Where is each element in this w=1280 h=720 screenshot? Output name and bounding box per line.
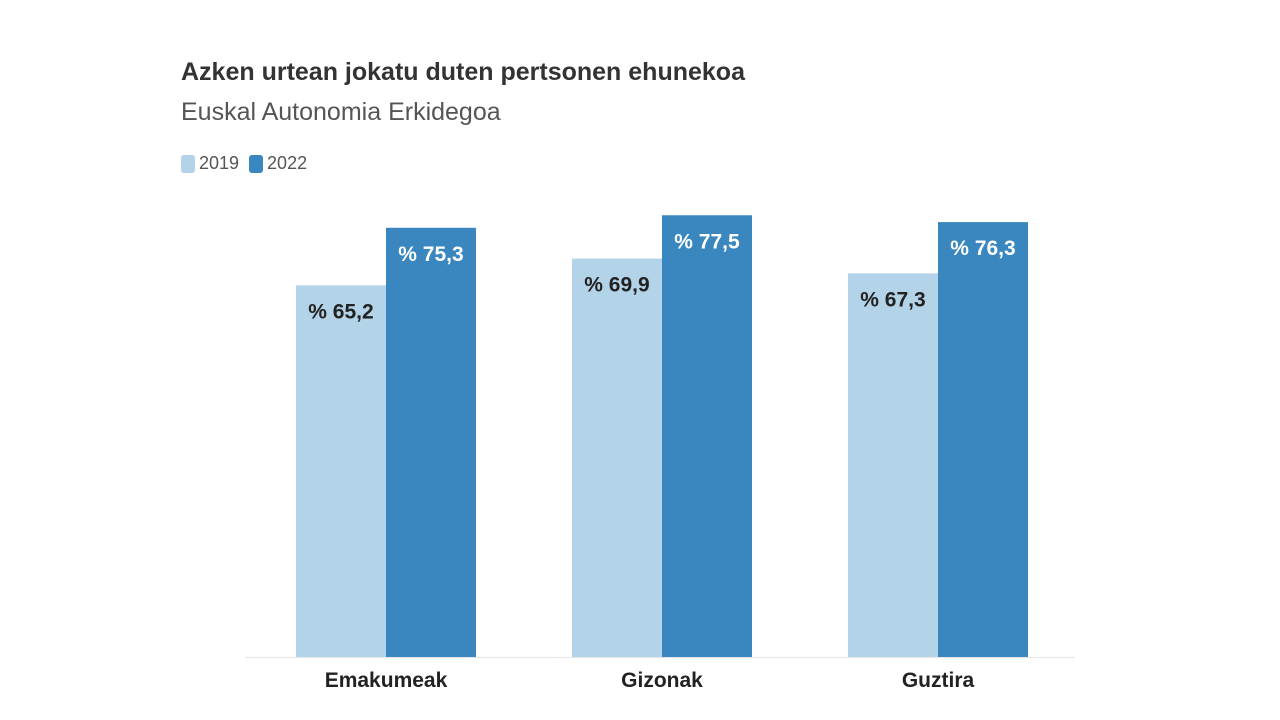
bar-2022-guztira	[938, 222, 1028, 657]
x-tick-label: Guztira	[902, 669, 975, 692]
data-label: % 76,3	[950, 237, 1015, 260]
chart-title: Azken urtean jokatu duten pertsonen ehun…	[181, 58, 745, 86]
data-label: % 67,3	[860, 288, 925, 311]
data-label: % 75,3	[398, 243, 463, 266]
legend-swatch-2022	[249, 154, 264, 173]
data-label: % 77,5	[674, 230, 740, 253]
legend-item-2022: 2022	[249, 153, 307, 174]
legend-label-2019: 2019	[199, 153, 240, 173]
legend-swatch-2019	[181, 154, 195, 173]
legend: 2019 2022	[181, 153, 307, 174]
chart-subtitle: Euskal Autonomia Erkidegoa	[181, 98, 501, 126]
bar-2022-emakumeak	[386, 227, 476, 658]
x-tick-label: Gizonak	[621, 669, 703, 692]
legend-label-2022: 2022	[267, 153, 308, 173]
legend-item-2019: 2019	[181, 153, 239, 174]
x-tick-label: Emakumeak	[325, 669, 448, 692]
bar-2019-emakumeak	[296, 285, 386, 657]
bar-2019-gizonak	[572, 258, 662, 657]
bar-2019-guztira	[848, 273, 938, 657]
data-label: % 65,2	[308, 300, 373, 323]
bar-2022-gizonak	[662, 215, 752, 657]
data-label: % 69,9	[584, 274, 649, 297]
